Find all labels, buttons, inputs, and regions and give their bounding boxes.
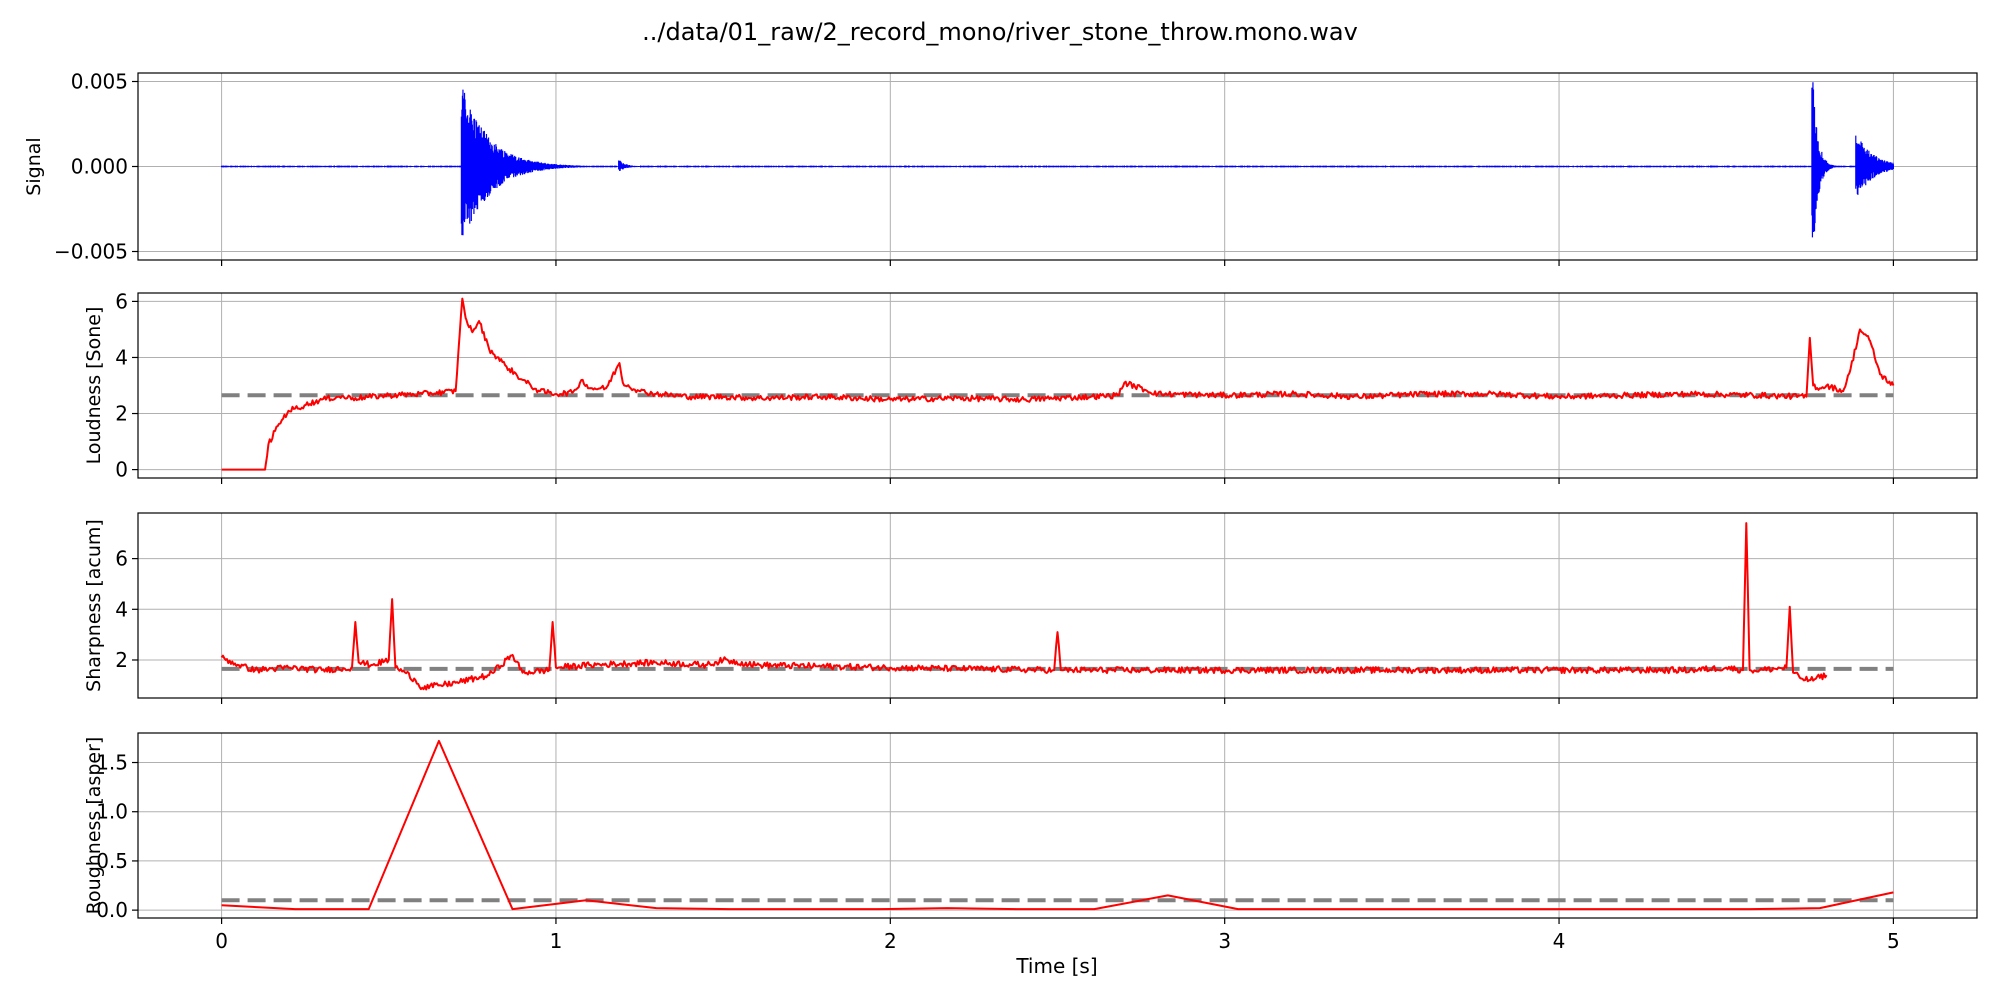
- series-line: [221, 297, 1895, 471]
- x-tick-label: 5: [1887, 929, 1900, 953]
- y-tick-label: 6: [115, 289, 128, 313]
- x-tick-label: 0: [215, 929, 228, 953]
- x-tick-label: 3: [1218, 929, 1231, 953]
- y-axis-label: Sharpness [acum]: [83, 519, 105, 692]
- y-tick-label: 1.0: [96, 800, 128, 824]
- axes-frame: [137, 292, 1978, 479]
- y-tick-label: 0.005: [71, 70, 128, 94]
- y-tick-label: 6: [115, 547, 128, 571]
- y-tick-label: 0.000: [71, 155, 128, 179]
- y-tick-label: −0.005: [54, 240, 128, 264]
- axes-frame: [137, 512, 1978, 699]
- signal-waveform: [220, 82, 1895, 238]
- series-line: [221, 739, 1894, 911]
- x-tick-label: 1: [550, 929, 563, 953]
- y-tick-label: 0.5: [96, 849, 128, 873]
- y-tick-label: 2: [115, 402, 128, 426]
- x-tick-label: 4: [1553, 929, 1566, 953]
- subplot-2: 0 2 4 6 Loudness [Sone]: [83, 289, 1978, 484]
- chart-title: ../data/01_raw/2_record_mono/river_stone…: [642, 18, 1358, 46]
- y-tick-label: 4: [115, 597, 128, 621]
- axes-frame: [137, 732, 1978, 919]
- subplot-1: −0.005 0.000 0.005 Signal: [23, 70, 1978, 266]
- y-tick-label: 4: [115, 345, 128, 369]
- y-axis-label: Signal: [23, 137, 45, 195]
- y-tick-label: 0: [115, 458, 128, 482]
- subplot-3: 2 4 6 Sharpness [acum]: [83, 512, 1978, 704]
- y-tick-label: 0.0: [96, 898, 128, 922]
- y-tick-label: 2: [115, 648, 128, 672]
- y-axis-label: Roughness [asper]: [83, 737, 105, 915]
- x-tick-label: 2: [884, 929, 897, 953]
- y-tick-label: 1.5: [96, 751, 128, 775]
- x-axis-label: Time [s]: [1015, 954, 1097, 978]
- y-axis-label: Loudness [Sone]: [83, 307, 105, 465]
- series-line: [220, 522, 1828, 691]
